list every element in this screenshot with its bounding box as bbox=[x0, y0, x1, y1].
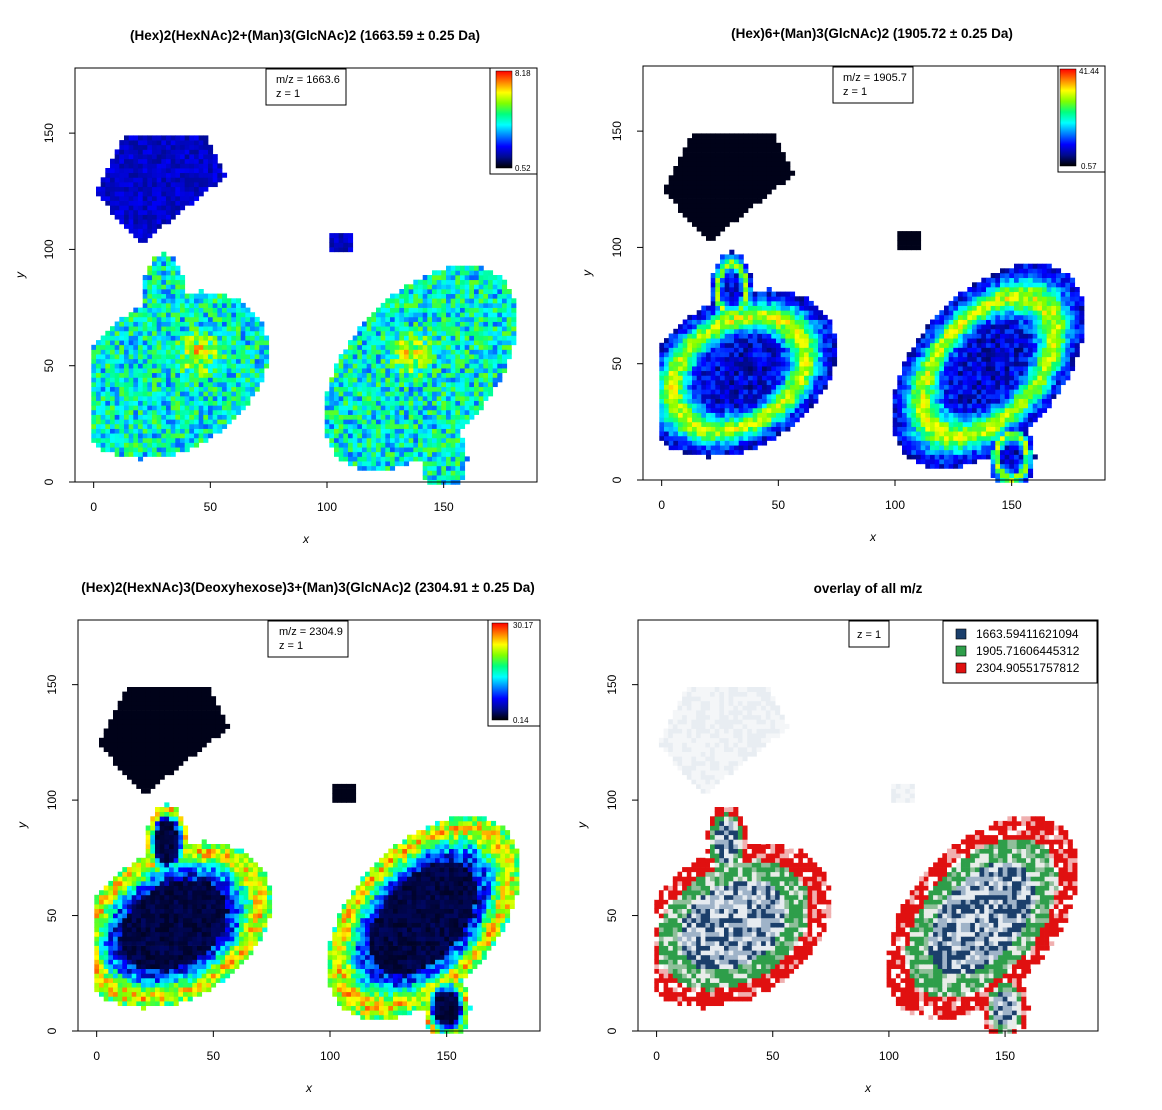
legend-swatch-1663 bbox=[955, 628, 967, 640]
colorbar: 30.17 0.14 bbox=[487, 619, 541, 727]
colorbar-min-label: 0.57 bbox=[1081, 162, 1097, 171]
colorbar-max-label: 30.17 bbox=[513, 621, 534, 630]
heatmap-pixels bbox=[659, 133, 1085, 483]
plot-frame bbox=[637, 619, 1099, 1032]
info-box: m/z = 1663.6 z = 1 bbox=[265, 68, 347, 106]
y-tick-label: 0 bbox=[42, 478, 56, 485]
info-box: z = 1 bbox=[848, 620, 890, 648]
heatmap-pixels bbox=[91, 135, 517, 485]
y-tick-label: 50 bbox=[42, 359, 56, 373]
info-box-line-2: z = 1 bbox=[279, 640, 303, 652]
y-tick-label: 50 bbox=[610, 357, 624, 371]
x-axis-label: x bbox=[864, 1081, 872, 1095]
plot-frame bbox=[74, 67, 538, 483]
y-axis-label: y bbox=[580, 269, 594, 277]
panel-1905: (Hex)6+(Man)3(GlcNAc)2 (1905.72 ± 0.25 D… bbox=[580, 26, 1106, 544]
chart-title: (Hex)6+(Man)3(GlcNAc)2 (1905.72 ± 0.25 D… bbox=[731, 26, 1013, 41]
y-tick-label: 150 bbox=[610, 121, 624, 141]
plot-frame bbox=[642, 65, 1106, 481]
y-tick-label: 100 bbox=[610, 237, 624, 257]
y-tick-label: 0 bbox=[610, 476, 624, 483]
x-tick-label: 100 bbox=[320, 1049, 340, 1063]
legend-label-1905: 1905.71606445312 bbox=[976, 644, 1080, 658]
x-tick-label: 0 bbox=[90, 500, 97, 514]
info-box-line-1: z = 1 bbox=[857, 629, 881, 641]
chart-title: (Hex)2(HexNAc)2+(Man)3(GlcNAc)2 (1663.59… bbox=[130, 28, 480, 43]
legend-label-1663: 1663.59411621094 bbox=[976, 627, 1079, 641]
info-box: m/z = 1905.7 z = 1 bbox=[832, 66, 914, 104]
info-box-line-1: m/z = 1905.7 bbox=[843, 72, 907, 84]
heatmap-pixels bbox=[94, 687, 520, 1034]
x-axis-label: x bbox=[305, 1081, 313, 1095]
y-tick-label: 150 bbox=[42, 123, 56, 143]
x-axis-label: x bbox=[869, 530, 877, 544]
x-tick-label: 50 bbox=[772, 498, 786, 512]
panel-2304: (Hex)2(HexNAc)3(Deoxyhexose)3+(Man)3(Glc… bbox=[15, 580, 541, 1095]
info-box: m/z = 2304.9 z = 1 bbox=[267, 620, 349, 658]
info-box-line-1: m/z = 2304.9 bbox=[279, 626, 343, 638]
y-axis-label: y bbox=[575, 821, 589, 829]
heatmap-pixels bbox=[654, 687, 1078, 1034]
y-tick-label: 50 bbox=[605, 909, 619, 923]
y-tick-label: 50 bbox=[45, 909, 59, 923]
x-tick-label: 50 bbox=[207, 1049, 221, 1063]
legend-label-2304: 2304.90551757812 bbox=[976, 661, 1080, 675]
x-tick-label: 150 bbox=[1002, 498, 1022, 512]
info-box-line-2: z = 1 bbox=[843, 86, 867, 98]
plot-frame bbox=[77, 619, 541, 1032]
colorbar-max-label: 41.44 bbox=[1079, 67, 1100, 76]
colorbar-min-label: 0.52 bbox=[515, 164, 531, 173]
y-tick-label: 100 bbox=[45, 790, 59, 810]
panel-overlay: overlay of all m/z x y z = 1 1663.594116… bbox=[575, 581, 1099, 1095]
legend: 1663.59411621094 1905.71606445312 2304.9… bbox=[942, 620, 1098, 684]
x-tick-label: 100 bbox=[885, 498, 905, 512]
info-box-line-1: m/z = 1663.6 bbox=[276, 74, 340, 86]
y-tick-label: 100 bbox=[605, 790, 619, 810]
y-axis-label: y bbox=[13, 271, 27, 279]
legend-swatch-1905 bbox=[955, 645, 967, 657]
y-tick-label: 0 bbox=[45, 1027, 59, 1034]
x-tick-label: 150 bbox=[434, 500, 454, 514]
y-axis-label: y bbox=[15, 821, 29, 829]
panel-1663: (Hex)2(HexNAc)2+(Man)3(GlcNAc)2 (1663.59… bbox=[13, 28, 538, 546]
x-tick-label: 0 bbox=[658, 498, 665, 512]
info-box-line-2: z = 1 bbox=[276, 88, 300, 100]
x-tick-label: 0 bbox=[653, 1049, 660, 1063]
colorbar-min-label: 0.14 bbox=[513, 716, 529, 725]
x-tick-label: 50 bbox=[204, 500, 218, 514]
y-tick-label: 0 bbox=[605, 1027, 619, 1034]
chart-title: (Hex)2(HexNAc)3(Deoxyhexose)3+(Man)3(Glc… bbox=[81, 580, 534, 595]
colorbar: 41.44 0.57 bbox=[1057, 65, 1106, 173]
x-axis-label: x bbox=[302, 532, 310, 546]
y-tick-label: 150 bbox=[45, 674, 59, 694]
legend-swatch-2304 bbox=[955, 662, 967, 674]
x-tick-label: 0 bbox=[93, 1049, 100, 1063]
colorbar-max-label: 8.18 bbox=[515, 69, 531, 78]
colorbar: 8.18 0.52 bbox=[489, 67, 538, 175]
x-tick-label: 150 bbox=[437, 1049, 457, 1063]
x-tick-label: 150 bbox=[995, 1049, 1015, 1063]
y-tick-label: 150 bbox=[605, 674, 619, 694]
chart-title: overlay of all m/z bbox=[814, 581, 923, 596]
x-tick-label: 100 bbox=[317, 500, 337, 514]
x-tick-label: 50 bbox=[766, 1049, 780, 1063]
x-tick-label: 100 bbox=[879, 1049, 899, 1063]
y-tick-label: 100 bbox=[42, 239, 56, 259]
